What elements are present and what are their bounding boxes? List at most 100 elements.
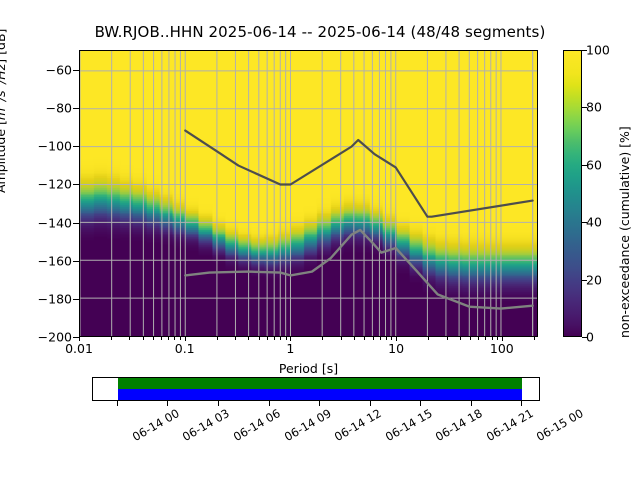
x-axis-tick-mark xyxy=(184,337,186,341)
data-coverage-blue xyxy=(117,389,523,400)
y-axis-tick-mark xyxy=(73,184,79,186)
y-axis-tick-mark xyxy=(73,337,79,338)
x-axis-minor-tick-mark xyxy=(379,337,381,340)
colorbar-tick-mark xyxy=(582,164,587,166)
x-axis-minor-tick-mark xyxy=(364,337,366,340)
data-coverage-timeline[interactable] xyxy=(92,377,540,401)
x-axis-minor-tick-mark xyxy=(168,337,170,340)
x-axis-minor-tick-mark xyxy=(285,337,287,340)
x-axis-label: Period [s] xyxy=(278,361,339,376)
y-axis-tick-mark xyxy=(73,108,79,110)
x-axis-minor-tick-mark xyxy=(485,337,487,340)
x-axis-tick-label: 0.01 xyxy=(65,341,93,356)
colorbar-tick-mark xyxy=(582,279,587,281)
x-axis-minor-tick-mark xyxy=(354,337,356,340)
y-axis-tick-mark xyxy=(73,260,79,262)
x-axis-minor-tick-mark xyxy=(266,337,268,340)
x-axis-minor-tick-mark xyxy=(469,337,471,340)
y-axis-tick-label: −160 xyxy=(37,253,72,269)
x-axis-tick-mark xyxy=(290,337,292,341)
x-axis-minor-tick-mark xyxy=(340,337,342,340)
colorbar-tick-mark xyxy=(582,107,587,109)
x-axis-minor-tick-mark xyxy=(142,337,144,340)
colorbar-tick-label: 80 xyxy=(586,99,602,115)
y-axis-tick-label: −80 xyxy=(45,100,72,116)
x-axis-minor-tick-mark xyxy=(110,337,112,340)
x-axis-minor-tick-mark xyxy=(446,337,448,340)
timeline-tick-label: 06-14 18 xyxy=(433,406,485,444)
timeline-tick-label: 06-14 06 xyxy=(230,406,283,444)
x-axis-minor-tick-mark xyxy=(129,337,131,340)
x-axis-minor-tick-mark xyxy=(248,337,250,340)
timeline-tick-mark xyxy=(319,401,321,406)
colorbar-tick-label: 20 xyxy=(586,272,602,288)
x-axis-minor-tick-mark xyxy=(372,337,374,340)
x-axis-minor-tick-mark xyxy=(161,337,163,340)
x-axis-minor-tick-mark xyxy=(274,337,276,340)
timeline-tick-mark xyxy=(268,401,270,406)
x-axis-minor-tick-mark xyxy=(216,337,218,340)
x-axis-minor-tick-mark xyxy=(427,337,429,340)
y-axis-tick-label: −180 xyxy=(37,291,72,307)
colorbar-tick-label: 0 xyxy=(586,329,594,345)
data-coverage-green xyxy=(117,378,523,390)
timeline-tick-label: 06-14 03 xyxy=(180,406,233,444)
timeline-tick-mark xyxy=(470,401,472,406)
x-axis-minor-tick-mark xyxy=(179,337,181,340)
x-axis-tick-label: 0.1 xyxy=(174,341,195,356)
x-axis-minor-tick-mark xyxy=(152,337,154,340)
y-axis-tick-mark xyxy=(73,222,79,224)
x-axis-minor-tick-mark xyxy=(235,337,237,340)
x-axis-tick-label: 100 xyxy=(489,341,514,356)
y-axis-tick-label: −100 xyxy=(37,138,72,154)
colorbar-tick-label: 60 xyxy=(586,157,602,173)
x-axis-minor-tick-mark xyxy=(459,337,461,340)
x-axis-minor-tick-mark xyxy=(533,337,535,340)
y-axis-tick-mark xyxy=(73,298,79,300)
y-axis-tick-label: −200 xyxy=(37,329,72,345)
timeline-tick-mark xyxy=(116,401,118,406)
timeline-tick-label: 06-15 00 xyxy=(534,406,586,444)
y-axis-tick-label: −60 xyxy=(45,62,72,78)
timeline-tick-mark xyxy=(369,401,371,406)
colorbar-label: non-exceedance (cumulative) [%] xyxy=(617,126,632,338)
x-axis-tick-mark xyxy=(396,337,398,341)
x-axis-minor-tick-mark xyxy=(391,337,393,340)
y-axis-tick-mark xyxy=(73,146,79,148)
page-title: BW.RJOB..HHN 2025-06-14 -- 2025-06-14 (4… xyxy=(94,23,546,41)
x-axis-minor-tick-mark xyxy=(496,337,498,340)
x-axis-minor-tick-mark xyxy=(280,337,282,340)
ppsd-histogram-image xyxy=(80,51,537,336)
y-axis-tick-label: −140 xyxy=(37,215,72,231)
colorbar-tick-mark xyxy=(582,337,587,338)
y-axis-tick-mark xyxy=(73,70,79,72)
timeline-tick-mark xyxy=(217,401,219,406)
timeline-tick-mark xyxy=(167,401,169,406)
timeline-tick-label: 06-14 00 xyxy=(129,406,182,444)
x-axis-tick-label: 1 xyxy=(286,341,295,356)
timeline-tick-mark xyxy=(420,401,422,406)
colorbar-tick-mark xyxy=(582,222,587,224)
x-axis-tick-mark xyxy=(501,337,503,341)
colorbar-tick-label: 100 xyxy=(586,42,610,58)
x-axis-tick-label: 10 xyxy=(388,341,405,356)
x-axis-minor-tick-mark xyxy=(478,337,480,340)
timeline-tick-label: 06-14 12 xyxy=(331,406,384,444)
timeline-tick-label: 06-14 21 xyxy=(483,406,536,444)
ppsd-histogram-axes[interactable] xyxy=(79,50,538,337)
x-axis-minor-tick-mark xyxy=(174,337,176,340)
colorbar-gradient xyxy=(563,50,582,337)
x-axis-minor-tick-mark xyxy=(258,337,260,340)
y-axis-label: Amplitude [m2/s4/Hz] [dB] xyxy=(0,28,9,193)
x-axis-tick-mark xyxy=(79,337,80,341)
timeline-tick-label: 06-14 15 xyxy=(382,406,435,444)
timeline-tick-label: 06-14 09 xyxy=(281,406,334,444)
x-axis-minor-tick-mark xyxy=(322,337,324,340)
timeline-tick-mark xyxy=(521,401,523,406)
x-axis-minor-tick-mark xyxy=(385,337,387,340)
colorbar-tick-label: 40 xyxy=(586,214,602,230)
x-axis-minor-tick-mark xyxy=(491,337,493,340)
y-axis-tick-label: −120 xyxy=(37,176,72,192)
colorbar-tick-mark xyxy=(582,50,587,51)
